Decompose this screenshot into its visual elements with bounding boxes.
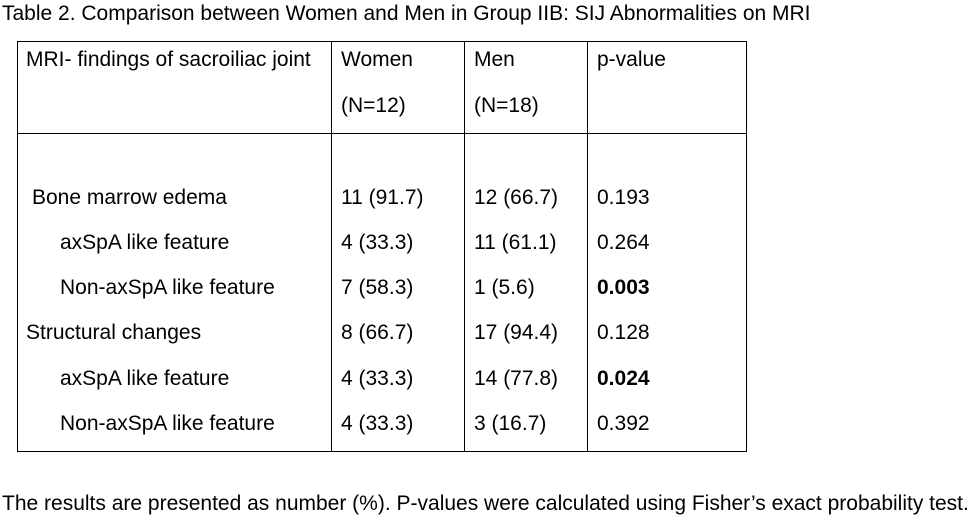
row-label: Non-axSpA like feature (60, 276, 275, 299)
header-men: Men (474, 48, 515, 71)
row-pvalue: 0.193 (597, 186, 650, 209)
row-pvalue-significant: 0.024 (597, 367, 650, 390)
column-divider (464, 42, 465, 451)
row-men: 14 (77.8) (474, 367, 559, 390)
row-men: 12 (66.7) (474, 186, 559, 209)
row-pvalue: 0.392 (597, 412, 650, 435)
row-pvalue: 0.128 (597, 321, 650, 344)
row-men: 17 (94.4) (474, 321, 559, 344)
row-men: 1 (5.6) (474, 276, 535, 299)
row-women: 8 (66.7) (341, 321, 414, 344)
header-pvalue: p-value (597, 48, 666, 71)
row-men: 3 (16.7) (474, 412, 547, 435)
table-caption: Table 2. Comparison between Women and Me… (2, 2, 811, 25)
row-label: Non-axSpA like feature (60, 412, 275, 435)
column-divider (587, 42, 588, 451)
header-women-n: (N=12) (341, 94, 406, 117)
header-women: Women (341, 48, 413, 71)
row-pvalue-significant: 0.003 (597, 276, 650, 299)
results-table: MRI- findings of sacroiliac joint Women … (17, 41, 747, 452)
row-label: Structural changes (26, 321, 202, 344)
row-label: axSpA like feature (60, 231, 230, 254)
row-men: 11 (61.1) (474, 231, 557, 254)
row-label: Bone marrow edema (32, 186, 227, 209)
row-pvalue: 0.264 (597, 231, 650, 254)
row-label: axSpA like feature (60, 367, 230, 390)
row-women: 4 (33.3) (341, 367, 414, 390)
header-divider (18, 133, 746, 134)
header-findings: MRI- findings of sacroiliac joint (26, 48, 311, 71)
row-women: 4 (33.3) (341, 231, 414, 254)
column-divider (331, 42, 332, 451)
header-men-n: (N=18) (474, 94, 539, 117)
row-women: 11 (91.7) (341, 186, 424, 209)
row-women: 4 (33.3) (341, 412, 414, 435)
table-footnote: The results are presented as number (%).… (2, 492, 969, 515)
row-women: 7 (58.3) (341, 276, 414, 299)
